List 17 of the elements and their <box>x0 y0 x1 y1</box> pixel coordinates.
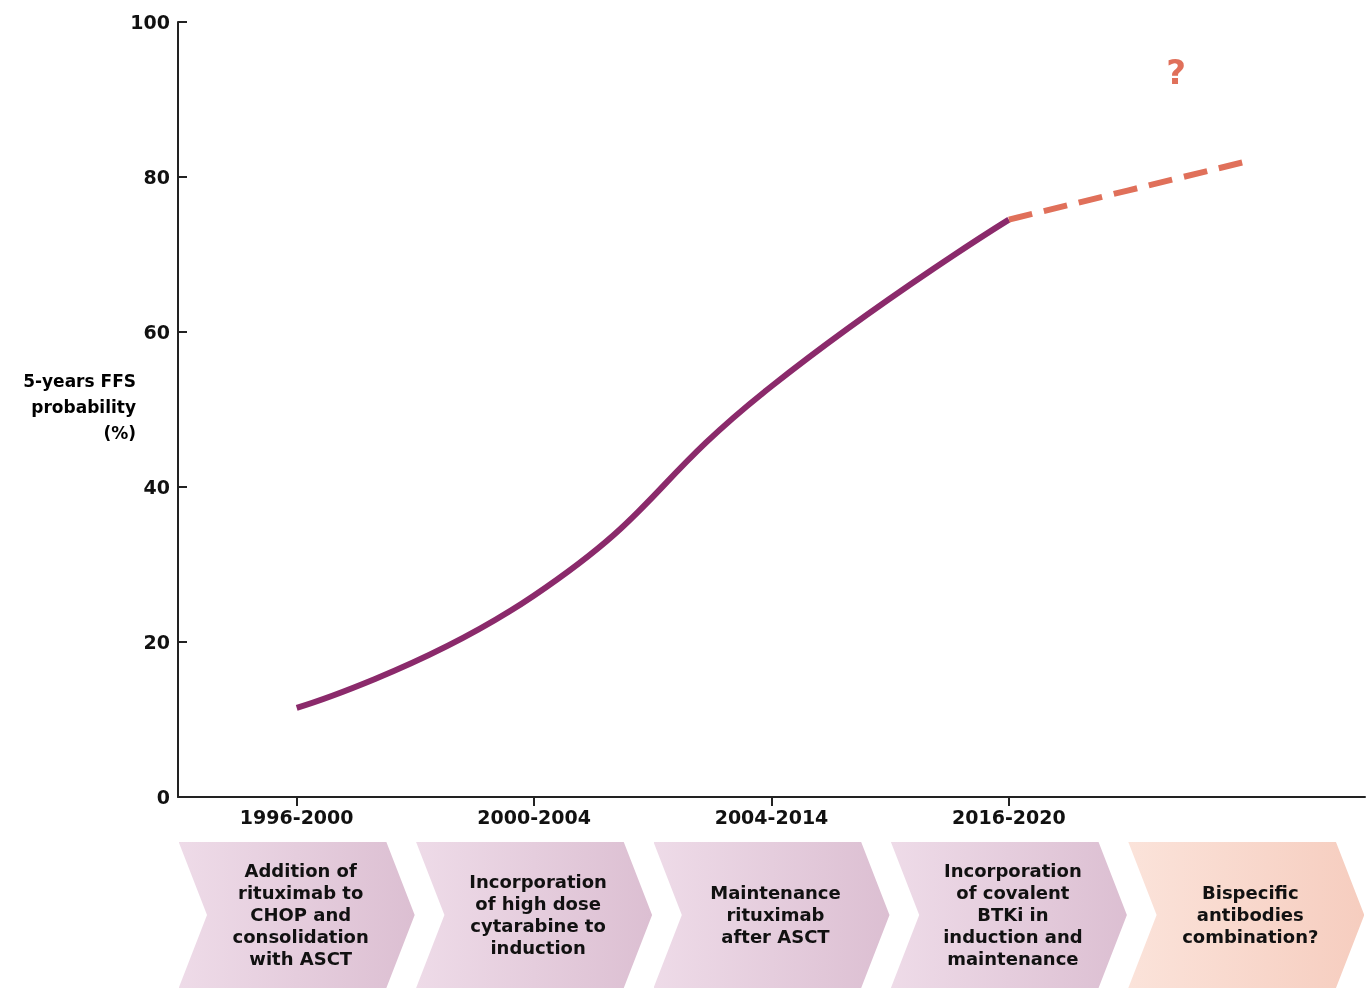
chevron-box: Incorporation of high dose cytarabine to induction <box>416 842 653 988</box>
x-tick-label: 2016-2020 <box>952 805 1066 828</box>
y-tick-label: 20 <box>143 631 170 653</box>
y-tick-label: 0 <box>156 786 170 808</box>
annotation: ? <box>1166 51 1187 92</box>
chevron-box: Bispecific antibodies combination? <box>1128 842 1365 988</box>
x-tick-label: 2000-2004 <box>477 805 591 828</box>
x-tick-label: 1996-2000 <box>239 805 354 828</box>
chevron-box: Incorporation of covalent BTKi in induction and maintenance <box>890 842 1127 988</box>
x-tick-label: 2004-2014 <box>714 805 829 828</box>
chevron-box: Maintenance rituximab after ASCT <box>653 842 890 988</box>
y-tick-label: 60 <box>143 321 170 343</box>
y-tick-label: 100 <box>130 11 170 33</box>
y-tick-label: 40 <box>143 476 170 498</box>
y-tick-label: 80 <box>143 166 170 188</box>
y-axis-title: 5-years FFS probability (%) <box>22 370 136 445</box>
chevron-box: Addition of rituximab to CHOP and consolidation with ASCT <box>178 842 415 988</box>
